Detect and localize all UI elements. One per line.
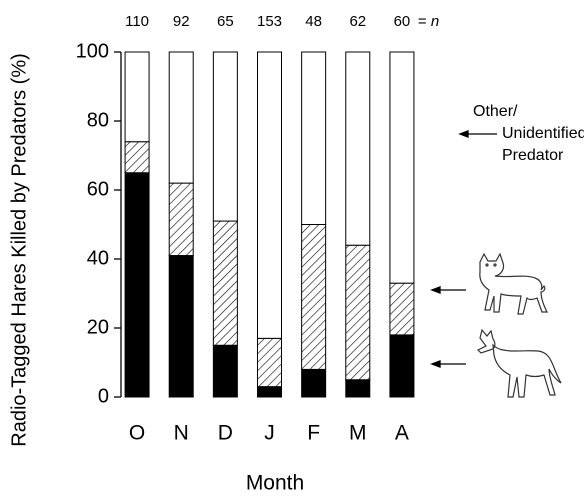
bar-segment	[389, 282, 415, 336]
n-suffix: = n	[418, 13, 439, 30]
bar-segment	[124, 141, 150, 174]
y-tick-label: 80	[87, 109, 109, 131]
y-tick-label: 20	[87, 316, 109, 338]
arrows	[430, 130, 497, 368]
bar-segment	[257, 386, 282, 398]
x-tick-label: N	[174, 422, 189, 445]
x-axis-title: Month	[246, 472, 304, 495]
bar-segment	[301, 224, 327, 370]
bar-segment	[301, 368, 327, 398]
y-tick-label: 100	[76, 40, 109, 62]
legend-label: Other/Unidentified Predator	[473, 103, 584, 164]
y-tick-label: 0	[98, 385, 109, 407]
bar-segment	[124, 51, 150, 143]
y-tick-label: 40	[87, 247, 109, 269]
n-label: 110	[125, 13, 149, 30]
coyote-icon	[476, 328, 562, 398]
bar-segment	[389, 334, 415, 398]
bar-segment	[168, 182, 194, 257]
x-tick-label: D	[218, 422, 233, 445]
bar-segment	[212, 344, 238, 398]
bar-segment	[168, 51, 194, 184]
x-tick-label: M	[349, 422, 367, 445]
bar-segment	[389, 51, 415, 284]
bar-segment	[257, 337, 282, 388]
n-label: 62	[349, 13, 366, 30]
bar-segment	[168, 255, 194, 398]
y-tick-label: 60	[87, 178, 109, 200]
lynx-icon	[479, 252, 548, 315]
y-axis-title: Radio-Tagged Hares Killed by Predators (…	[8, 53, 30, 447]
bar-segment	[345, 244, 371, 381]
x-tick-label: A	[395, 422, 409, 445]
bar-segment	[345, 51, 371, 246]
n-label: 153	[257, 13, 282, 30]
bar-segment	[212, 51, 238, 222]
x-tick-label: J	[264, 422, 275, 445]
bar-segment	[301, 51, 327, 225]
n-label: 92	[173, 13, 190, 30]
n-label: 48	[305, 13, 322, 30]
n-label: 60	[394, 13, 411, 30]
x-tick-label: O	[129, 422, 145, 445]
bar-segment	[212, 220, 238, 346]
bar-segment	[124, 172, 150, 398]
x-tick-label: F	[307, 422, 320, 445]
bar-segment	[345, 379, 371, 398]
n-label: 65	[217, 13, 234, 30]
bar-segment	[257, 51, 282, 339]
